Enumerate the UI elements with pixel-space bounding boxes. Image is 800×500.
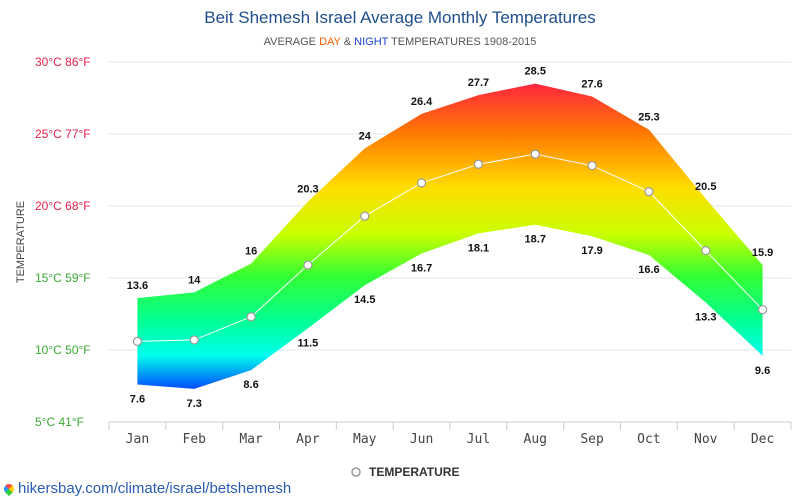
average-temperature-point bbox=[132, 336, 143, 346]
x-tick-label: Mar bbox=[239, 432, 263, 447]
night-value-label: 16.7 bbox=[411, 263, 432, 275]
x-tick-label: Feb bbox=[183, 432, 207, 447]
average-temperature-point bbox=[189, 335, 199, 345]
location-pin-icon bbox=[1, 481, 17, 496]
night-value-label: 7.6 bbox=[130, 394, 145, 406]
night-value-label: 16.6 bbox=[638, 264, 659, 276]
day-value-label: 16 bbox=[245, 246, 257, 258]
night-value-label: 8.6 bbox=[243, 379, 258, 391]
y-tick-label: 30°C 86°F bbox=[35, 55, 91, 69]
x-tick-label: Jun bbox=[410, 432, 433, 447]
night-value-label: 18.1 bbox=[468, 242, 489, 254]
day-value-label: 14 bbox=[188, 274, 201, 286]
y-tick-label: 15°C 59°F bbox=[35, 271, 91, 285]
average-temperature-point bbox=[530, 149, 540, 159]
day-value-label: 13.6 bbox=[127, 280, 148, 292]
source-link[interactable]: hikersbay.com/climate/israel/betshemesh bbox=[1, 480, 292, 497]
x-tick-label: Dec bbox=[751, 432, 774, 447]
x-tick-label: Sep bbox=[580, 432, 604, 447]
average-temperature-point bbox=[701, 246, 711, 256]
day-value-label: 20.3 bbox=[297, 184, 318, 196]
legend-marker bbox=[351, 467, 361, 477]
night-value-label: 14.5 bbox=[354, 294, 375, 306]
y-tick-label: 20°C 68°F bbox=[35, 199, 91, 213]
day-value-label: 20.5 bbox=[695, 181, 716, 193]
day-value-label: 28.5 bbox=[525, 66, 546, 78]
night-value-label: 18.7 bbox=[525, 234, 546, 246]
subtitle-day: DAY bbox=[319, 36, 341, 48]
average-temperature-point bbox=[303, 260, 313, 270]
y-axis-title: TEMPERATURE bbox=[15, 201, 27, 283]
day-night-band bbox=[137, 83, 763, 389]
y-tick-label: 10°C 50°F bbox=[35, 343, 91, 357]
average-temperature-point bbox=[416, 178, 427, 188]
night-value-label: 17.9 bbox=[581, 245, 602, 257]
x-tick-label: Oct bbox=[637, 432, 660, 447]
day-value-label: 15.9 bbox=[752, 247, 773, 259]
x-tick-label: Jan bbox=[126, 432, 149, 447]
night-value-label: 13.3 bbox=[695, 311, 716, 323]
average-temperature-line bbox=[137, 153, 763, 342]
average-temperature-point bbox=[246, 312, 256, 322]
x-tick-label: Aug bbox=[524, 432, 547, 447]
average-temperature-point bbox=[360, 211, 370, 221]
x-tick-label: Apr bbox=[296, 432, 320, 447]
subtitle-amp: & bbox=[343, 36, 352, 48]
source-link-text[interactable]: hikersbay.com/climate/israel/betshemesh bbox=[18, 480, 292, 497]
legend-label: TEMPERATURE bbox=[369, 465, 459, 479]
subtitle-night: NIGHT bbox=[354, 36, 389, 48]
chart-title: Beit Shemesh Israel Average Monthly Temp… bbox=[204, 8, 596, 27]
average-temperature-point bbox=[644, 187, 654, 197]
day-value-label: 26.4 bbox=[411, 96, 433, 108]
average-temperature-point bbox=[587, 161, 597, 171]
chart-subtitle: AVERAGE DAY & NIGHT TEMPERATURES 1908-20… bbox=[0, 36, 800, 48]
y-tick-label: 25°C 77°F bbox=[35, 127, 91, 141]
average-temperature-point bbox=[757, 305, 768, 315]
subtitle-prefix: AVERAGE bbox=[263, 36, 317, 48]
night-value-label: 11.5 bbox=[298, 337, 319, 349]
average-temperature-point bbox=[473, 159, 484, 169]
night-value-label: 9.6 bbox=[755, 365, 770, 377]
day-value-label: 27.6 bbox=[581, 79, 602, 91]
night-value-label: 7.3 bbox=[187, 398, 202, 410]
x-tick-label: Jul bbox=[467, 432, 490, 447]
x-tick-label: Nov bbox=[694, 432, 718, 447]
day-value-label: 24 bbox=[359, 130, 372, 142]
day-value-label: 27.7 bbox=[468, 77, 489, 89]
day-value-label: 25.3 bbox=[638, 112, 659, 124]
x-tick-label: May bbox=[353, 432, 377, 447]
subtitle-suffix: TEMPERATURES 1908-2015 bbox=[391, 36, 537, 48]
y-tick-label: 5°C 41°F bbox=[35, 415, 84, 429]
